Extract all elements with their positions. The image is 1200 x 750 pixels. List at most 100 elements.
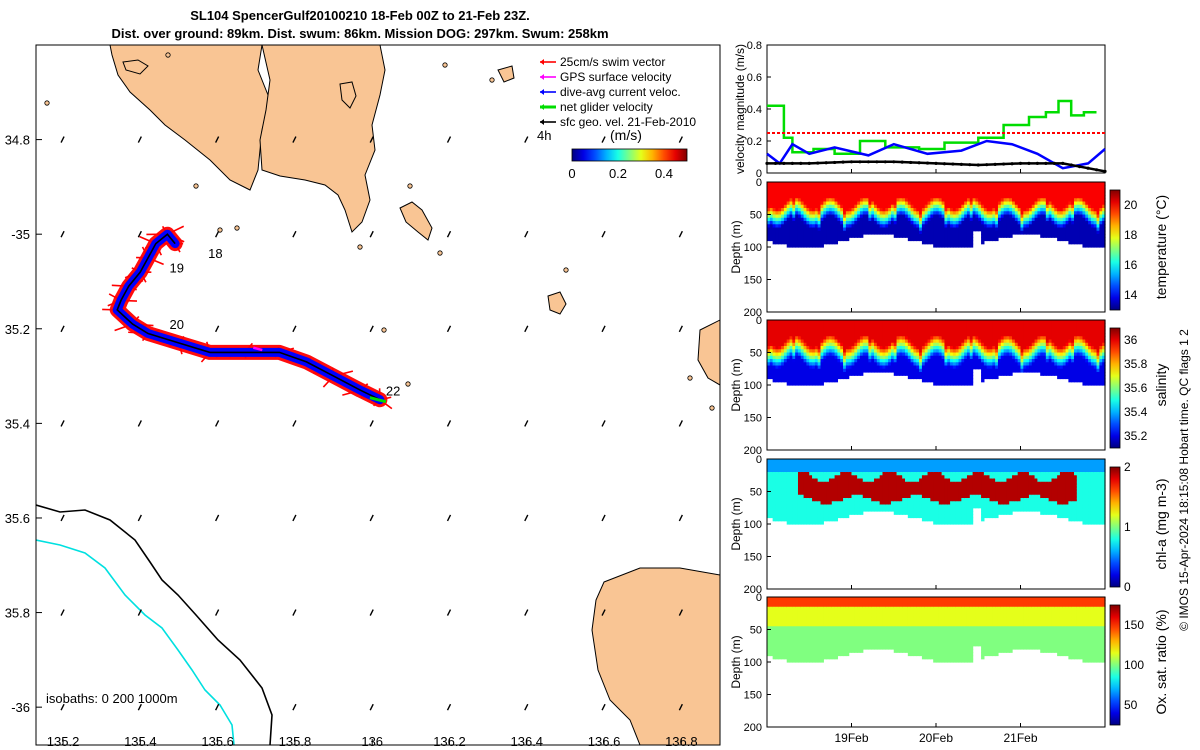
section-cell [1026, 355, 1030, 360]
section-cell [1074, 352, 1078, 357]
section-cell [1040, 211, 1044, 216]
section-cell [938, 323, 943, 328]
section-cell [795, 211, 799, 216]
section-cell [769, 488, 774, 493]
section-cell [865, 188, 869, 193]
section-cell [1096, 243, 1100, 248]
section-cell [952, 372, 957, 376]
section-cell [1065, 198, 1069, 203]
section-cell [950, 214, 954, 219]
section-cell [840, 346, 844, 350]
section-cell [1068, 240, 1072, 245]
section-cell [992, 211, 996, 216]
section-cell [992, 204, 996, 209]
section-cell [1065, 375, 1069, 380]
section-cell [1057, 214, 1061, 219]
section-cell [995, 352, 999, 357]
section-cell [1048, 320, 1053, 324]
section-cell [783, 237, 788, 242]
section-cell [1074, 227, 1078, 232]
section-cell [1020, 339, 1024, 344]
section-cell [916, 217, 920, 222]
section-cell [1079, 237, 1084, 242]
section-cell [800, 201, 805, 206]
section-cell [803, 465, 808, 470]
section-cell [1057, 230, 1061, 235]
section-cell [800, 355, 805, 360]
section-cell [834, 208, 839, 212]
section-cell [1009, 227, 1013, 232]
section-cell [781, 355, 785, 360]
section-cell [1048, 355, 1053, 360]
velocity-marker [1035, 161, 1039, 165]
section-cell [952, 195, 957, 199]
section-cell [781, 352, 785, 357]
section-cell [983, 198, 988, 203]
section-cell [789, 504, 793, 509]
section-cell [767, 329, 771, 334]
section-cell [828, 195, 833, 199]
section-cell [907, 198, 912, 203]
section-cell [882, 336, 886, 341]
section-cell [800, 342, 805, 347]
section-cell [961, 195, 965, 199]
section-cell [1085, 320, 1089, 324]
section-cell [789, 485, 793, 489]
section-cell [845, 217, 850, 222]
section-cell [1065, 195, 1069, 199]
section-cell [1048, 208, 1053, 212]
section-cell [1054, 355, 1058, 360]
section-cell [989, 359, 993, 363]
section-cell [1043, 208, 1047, 212]
section-cell [792, 191, 796, 196]
section-cell [1082, 198, 1086, 203]
land-islet [405, 381, 411, 387]
section-cell [910, 359, 915, 363]
section-cell [1085, 191, 1089, 196]
section-cell [947, 224, 951, 229]
section-cell [941, 378, 946, 383]
section-cell [871, 362, 875, 367]
section-cell [834, 211, 839, 216]
section-cell [975, 224, 979, 229]
section-cell [789, 240, 793, 245]
section-cell [1003, 326, 1008, 331]
section-cell [814, 333, 819, 337]
section-cell [1071, 211, 1075, 216]
section-cell [837, 333, 841, 337]
section-cell [792, 498, 796, 502]
section-cell [781, 191, 785, 196]
section-cell [1059, 326, 1064, 331]
section-cell [1085, 323, 1089, 328]
section-cell [834, 230, 839, 235]
section-cell [817, 368, 822, 373]
section-cell [1093, 201, 1098, 206]
section-y-tick-label: 0 [756, 315, 762, 327]
section-cell [944, 227, 948, 232]
section-cell [809, 355, 813, 360]
section-cell [1040, 333, 1044, 337]
section-y-tick-label: 0 [756, 177, 762, 189]
section-cell [820, 237, 824, 242]
section-cell [919, 368, 923, 373]
section-cell [921, 336, 926, 341]
section-cell [775, 188, 779, 193]
section-cell [907, 326, 912, 331]
section-cell [806, 349, 810, 354]
section-cell [1023, 198, 1027, 203]
section-cell [916, 346, 920, 350]
section-cell [826, 211, 830, 216]
section-cell [1065, 211, 1069, 216]
section-cell [995, 214, 999, 219]
section-cell [1034, 201, 1038, 206]
section-cell [913, 342, 917, 347]
section-cell [924, 368, 929, 373]
section-cell [1034, 346, 1038, 350]
section-cell [1096, 201, 1100, 206]
section-cell [845, 198, 850, 203]
section-cell [947, 368, 951, 373]
section-cell [1051, 326, 1055, 331]
section-cell [1006, 329, 1010, 334]
section-cell [775, 336, 779, 341]
section-cell [1102, 214, 1106, 219]
